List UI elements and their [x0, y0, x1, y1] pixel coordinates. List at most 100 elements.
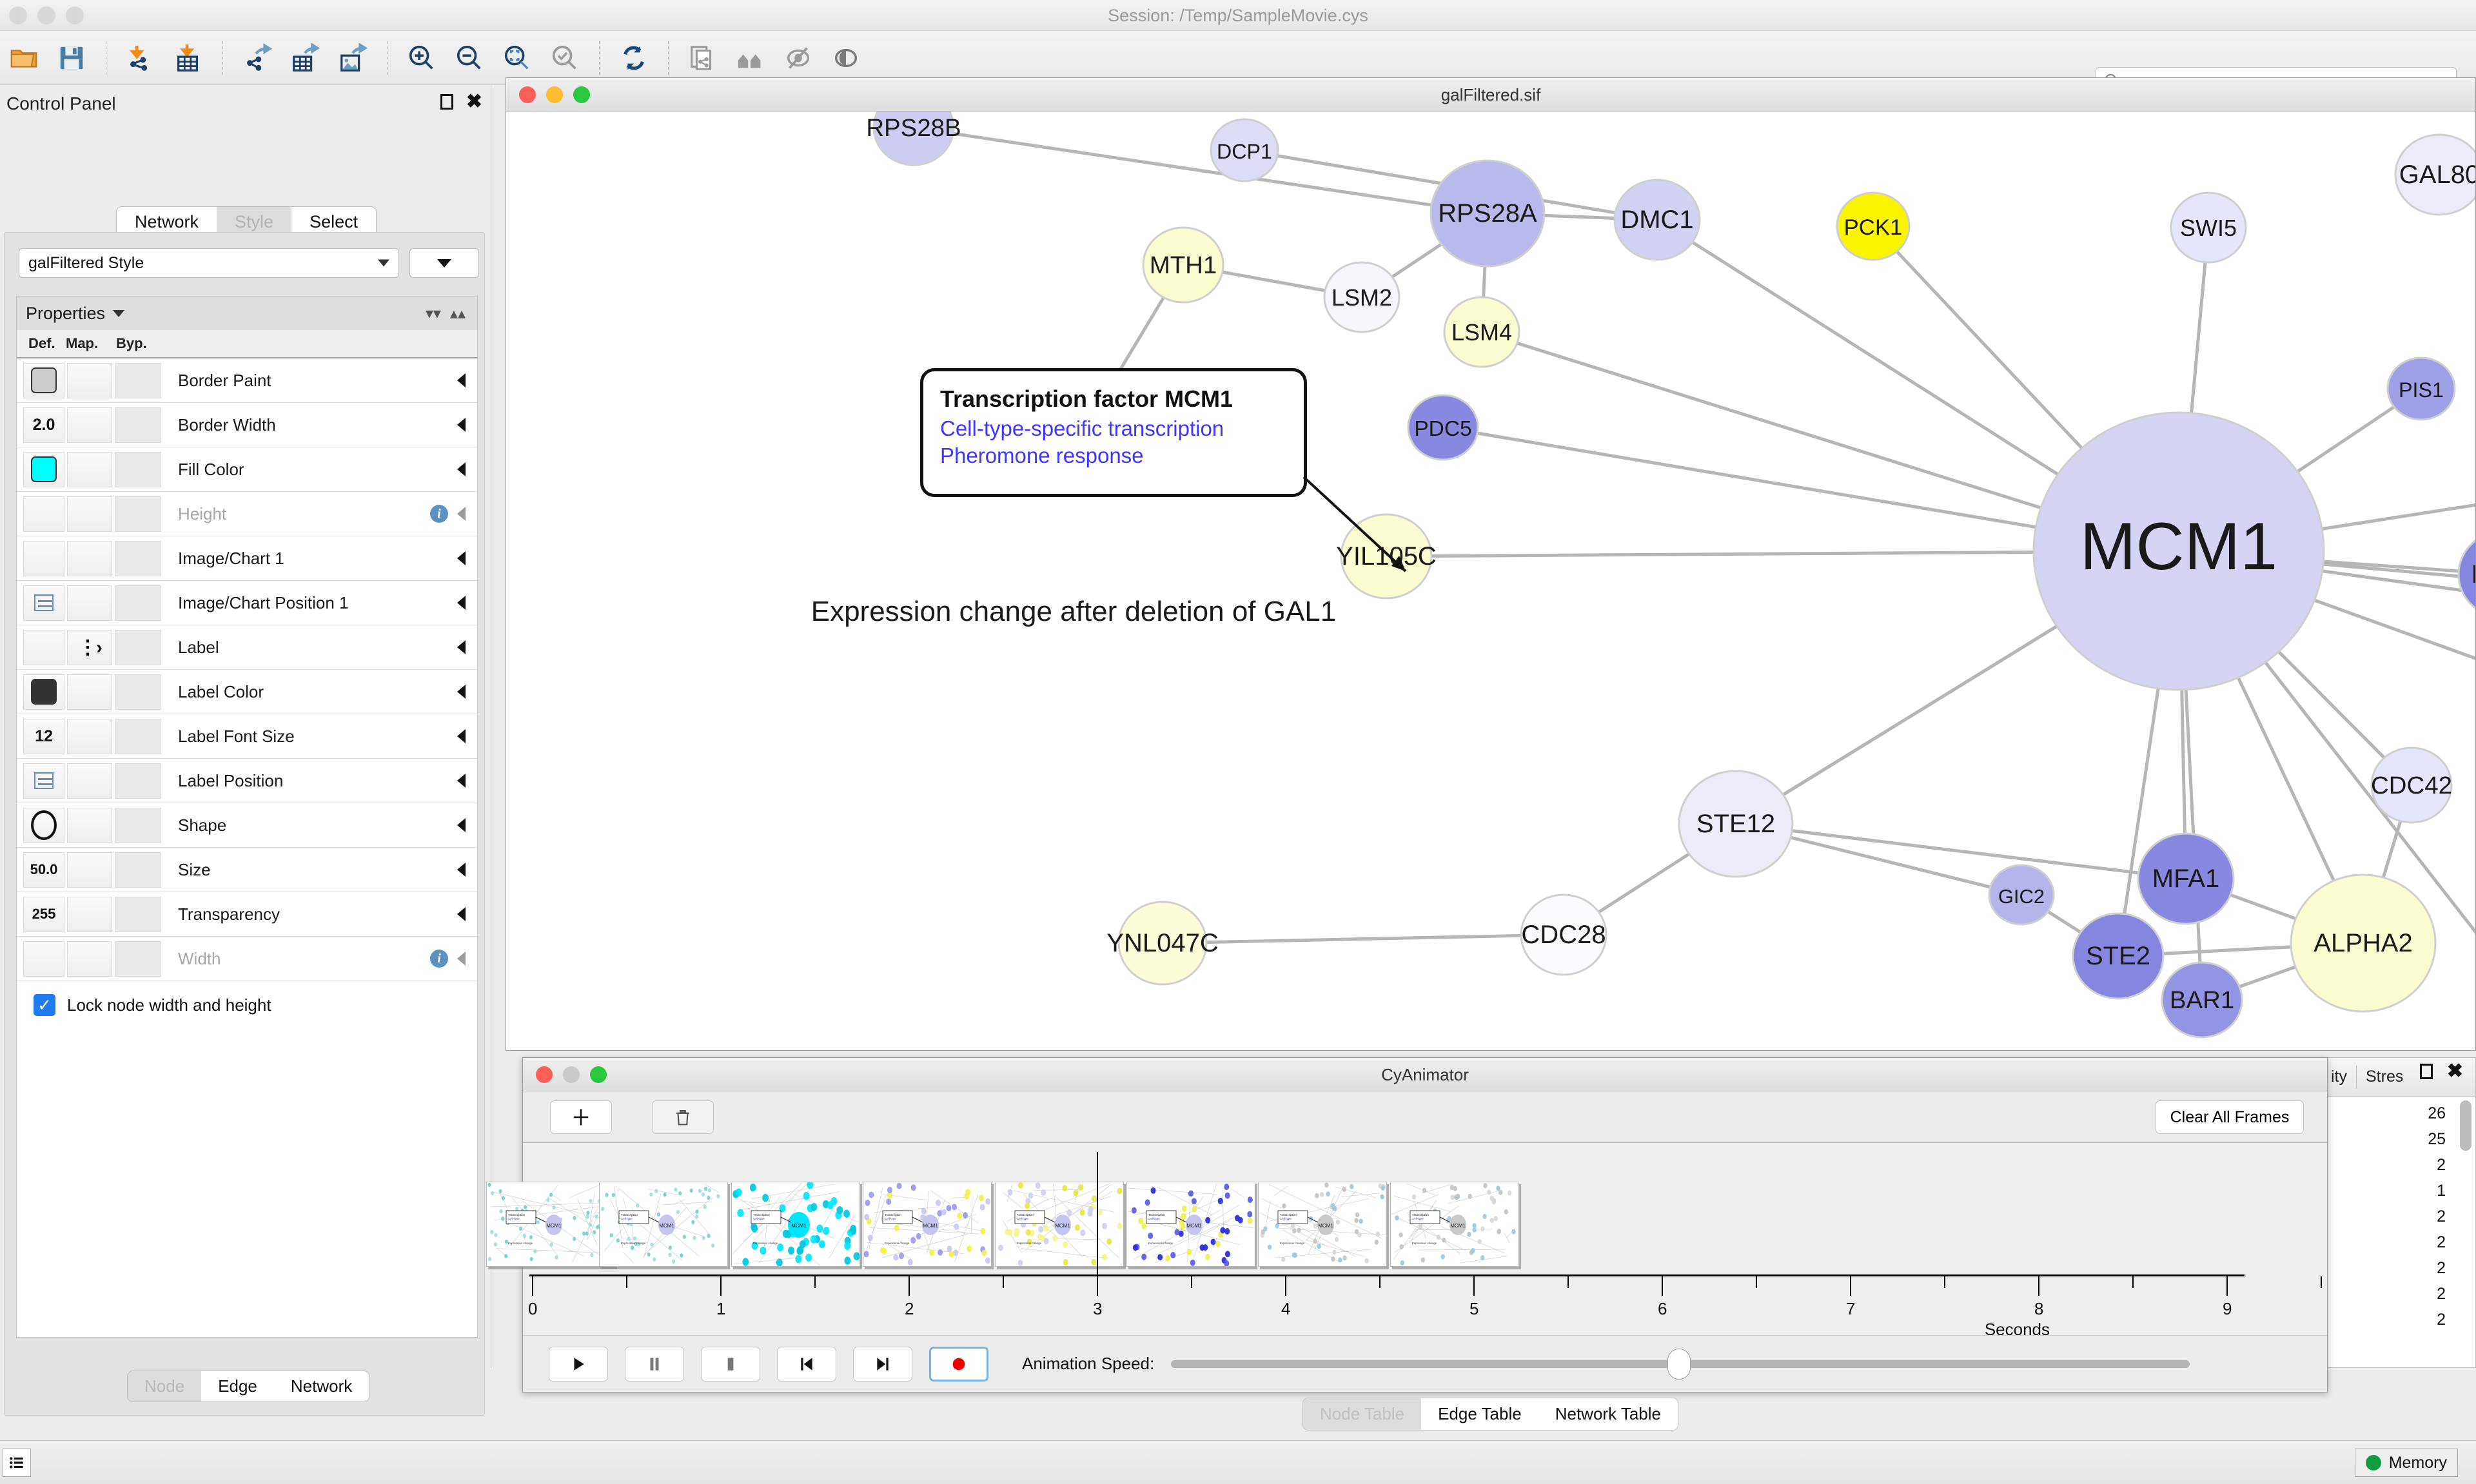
- property-default-cell[interactable]: [23, 629, 64, 665]
- property-bypass-cell[interactable]: [115, 807, 161, 843]
- property-row[interactable]: Shape: [17, 803, 477, 848]
- table-row[interactable]: 26: [2428, 1104, 2446, 1122]
- vertical-scrollbar[interactable]: [2460, 1100, 2471, 1151]
- color-swatch[interactable]: [31, 456, 57, 482]
- position-icon[interactable]: [34, 772, 54, 789]
- table-panel-tabs[interactable]: Node Table Edge Table Network Table: [1302, 1398, 1678, 1430]
- expand-arrow-icon[interactable]: [457, 818, 466, 832]
- cyanimator-timeline[interactable]: MCM1 Transcription Cell-type Expression cha…: [486, 1143, 2327, 1339]
- add-frame-button[interactable]: [550, 1100, 612, 1134]
- tab-network-style[interactable]: Network: [273, 1371, 369, 1401]
- property-row[interactable]: Label Position: [17, 759, 477, 803]
- play-button[interactable]: [549, 1346, 608, 1381]
- next-frame-button[interactable]: [853, 1346, 912, 1381]
- graph-node[interactable]: DCP1: [1210, 118, 1279, 182]
- graph-node[interactable]: MFA2: [2457, 531, 2475, 618]
- property-mapping-cell[interactable]: ⋮›: [67, 629, 112, 665]
- property-row[interactable]: Fill Color: [17, 447, 477, 492]
- graph-node[interactable]: CDC28: [1520, 893, 1607, 976]
- timeline-frame[interactable]: MCM1 Transcription Cell-type Expression cha…: [994, 1182, 1124, 1267]
- graph-node[interactable]: RPS28B: [866, 112, 961, 166]
- expand-all-icon[interactable]: ▴▴: [449, 304, 466, 322]
- graph-node[interactable]: PCK1: [1836, 191, 1911, 261]
- property-default-cell[interactable]: [23, 941, 64, 977]
- property-mapping-cell[interactable]: [67, 496, 112, 532]
- save-icon[interactable]: [48, 34, 95, 82]
- graph-node[interactable]: MFA1: [2137, 832, 2235, 925]
- tab-node-table[interactable]: Node Table: [1303, 1398, 1422, 1430]
- float-panel-icon[interactable]: [440, 94, 453, 110]
- property-bypass-cell[interactable]: [115, 585, 161, 621]
- property-mapping-cell[interactable]: [67, 362, 112, 398]
- property-row[interactable]: Height i: [17, 492, 477, 536]
- property-bypass-cell[interactable]: [115, 496, 161, 532]
- graph-node[interactable]: MTH1: [1142, 226, 1224, 304]
- timeline-frame[interactable]: MCM1 Transcription Cell-type Expression cha…: [863, 1182, 992, 1267]
- close-window-dot[interactable]: [536, 1066, 553, 1083]
- prev-frame-button[interactable]: [777, 1346, 836, 1381]
- hide-selected-icon[interactable]: [774, 34, 822, 82]
- property-mapping-cell[interactable]: [67, 896, 112, 932]
- property-default-cell[interactable]: [23, 362, 64, 398]
- lock-node-size-row[interactable]: ✓ Lock node width and height: [17, 981, 477, 1029]
- minimize-window-dot[interactable]: [546, 86, 563, 103]
- table-row[interactable]: 2: [2437, 1156, 2446, 1174]
- timeline-frame[interactable]: MCM1 Transcription Cell-type Expression cha…: [486, 1182, 616, 1267]
- shape-icon[interactable]: [31, 810, 57, 840]
- table-row[interactable]: 2: [2437, 1207, 2446, 1225]
- expand-arrow-icon[interactable]: [457, 596, 466, 610]
- show-all-icon[interactable]: [822, 34, 870, 82]
- maximize-window-dot[interactable]: [573, 86, 590, 103]
- property-bypass-cell[interactable]: [115, 540, 161, 576]
- property-default-cell[interactable]: [23, 763, 64, 799]
- property-mapping-cell[interactable]: [67, 585, 112, 621]
- task-list-icon[interactable]: [3, 1449, 31, 1477]
- export-table-icon[interactable]: [281, 34, 329, 82]
- graph-node[interactable]: PDC5: [1407, 394, 1479, 461]
- property-default-cell[interactable]: [23, 451, 64, 487]
- tab-node[interactable]: Node: [128, 1371, 202, 1401]
- property-row[interactable]: Label Color: [17, 670, 477, 714]
- table-row[interactable]: 2: [2437, 1233, 2446, 1251]
- expand-arrow-icon[interactable]: [457, 729, 466, 743]
- network-graph[interactable]: RPS28BDCP1GAL80GAL11RPS28ADMC1PCK1SWI5ST…: [506, 112, 2475, 1050]
- minimize-window-dot[interactable]: [37, 6, 55, 24]
- graph-node[interactable]: MCM1: [2032, 411, 2325, 691]
- property-row[interactable]: Width i: [17, 937, 477, 981]
- animation-speed-slider[interactable]: [1171, 1348, 2190, 1380]
- new-network-icon[interactable]: [679, 34, 727, 82]
- record-button[interactable]: [929, 1346, 988, 1381]
- property-bypass-cell[interactable]: [115, 718, 161, 754]
- network-window-controls[interactable]: [519, 86, 590, 103]
- graph-node[interactable]: ALPHA2: [2290, 874, 2437, 1013]
- property-mapping-cell[interactable]: [67, 852, 112, 888]
- graph-node[interactable]: YNL047C: [1106, 901, 1219, 986]
- info-icon[interactable]: i: [430, 505, 448, 523]
- minimize-window-dot[interactable]: [563, 1066, 580, 1083]
- stop-button[interactable]: [701, 1346, 760, 1381]
- property-default-cell[interactable]: 255: [23, 896, 64, 932]
- property-mapping-cell[interactable]: [67, 763, 112, 799]
- info-icon[interactable]: i: [430, 950, 448, 968]
- maximize-window-dot[interactable]: [66, 6, 84, 24]
- close-icon[interactable]: ✖: [2446, 1060, 2463, 1082]
- style-options-menu-button[interactable]: [409, 248, 479, 278]
- expand-arrow-icon[interactable]: [457, 418, 466, 432]
- mapping-icon[interactable]: ⋮›: [78, 636, 103, 658]
- property-row[interactable]: Border Paint: [17, 358, 477, 403]
- graph-node[interactable]: BAR1: [2161, 961, 2243, 1039]
- pause-button[interactable]: [625, 1346, 684, 1381]
- close-icon[interactable]: ✖: [466, 91, 482, 112]
- style-select[interactable]: galFiltered Style: [19, 248, 399, 278]
- property-row[interactable]: Image/Chart 1: [17, 536, 477, 581]
- property-bypass-cell[interactable]: [115, 896, 161, 932]
- property-bypass-cell[interactable]: [115, 674, 161, 710]
- property-bypass-cell[interactable]: [115, 407, 161, 443]
- first-neighbors-icon[interactable]: [727, 34, 774, 82]
- graph-node[interactable]: PIS1: [2386, 356, 2456, 421]
- export-image-icon[interactable]: [329, 34, 377, 82]
- property-mapping-cell[interactable]: [67, 407, 112, 443]
- graph-node[interactable]: DMC1: [1613, 179, 1701, 261]
- property-default-cell[interactable]: [23, 585, 64, 621]
- property-default-cell[interactable]: [23, 540, 64, 576]
